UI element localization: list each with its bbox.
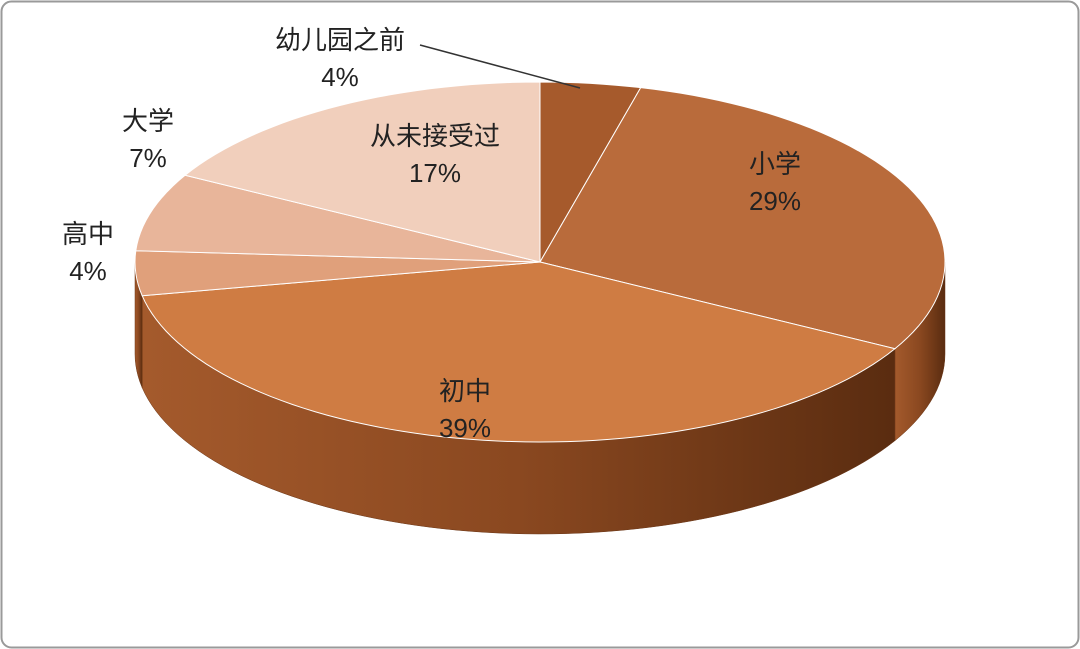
labels: 幼儿园之前 4% 小学 29% 初中 39% 高中 4% 大学 7% 从未接受过 17% (62, 25, 801, 443)
slice-label: 初中 (439, 376, 491, 406)
slice-value-label: 4% (321, 62, 359, 92)
slice (141, 261, 897, 443)
slice-label: 从未接受过 (370, 121, 500, 151)
leader-line (419, 44, 581, 89)
slice (134, 250, 541, 297)
slice (183, 81, 541, 263)
slice-label: 高中 (62, 219, 114, 249)
pie-tops (134, 81, 946, 443)
slice-value-label: 7% (129, 143, 167, 173)
slice-label: 幼儿园之前 (275, 25, 405, 55)
slice-value-label: 17% (409, 158, 461, 188)
slice-value-label: 39% (439, 413, 491, 443)
slice-value-label: 4% (69, 256, 107, 286)
slice-value-label: 29% (749, 186, 801, 216)
slice (539, 81, 642, 264)
slice-label: 小学 (749, 149, 801, 179)
slice-label: 大学 (122, 106, 174, 136)
slice (539, 87, 946, 350)
slice (135, 174, 541, 263)
